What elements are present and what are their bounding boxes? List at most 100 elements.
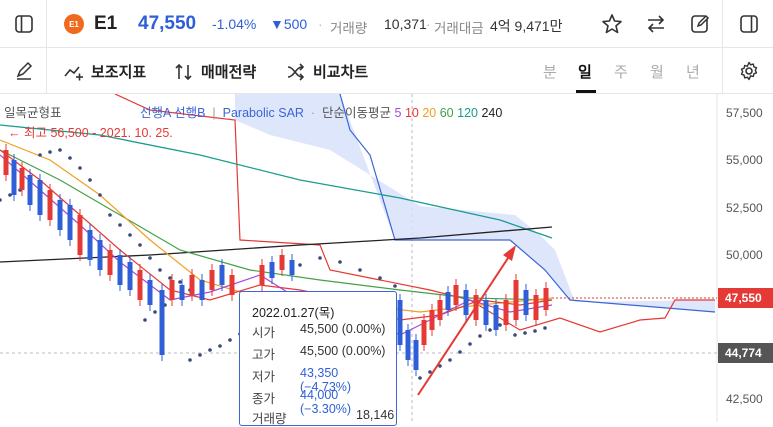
sar-dot: [498, 323, 502, 327]
sar-dot: [118, 223, 122, 227]
ichimoku-legend: 일목균형표: [4, 106, 62, 120]
candle-body: [483, 300, 489, 325]
trend-arrow-head: [503, 245, 516, 261]
divider: [722, 48, 723, 94]
candle-body: [169, 280, 175, 300]
high-price-note: ← 최고 56,500 - 2021. 10. 25.: [8, 126, 173, 140]
y-tick-label: 57,500: [726, 106, 763, 120]
settings-gear-icon[interactable]: [737, 59, 761, 83]
sar-dot: [98, 193, 102, 197]
candle-body: [67, 205, 73, 240]
tooltip-value: 43,350 (−4.73%): [300, 366, 352, 394]
sar-dot: [393, 284, 397, 288]
sar-dot: [188, 358, 192, 362]
period-year[interactable]: 년: [686, 64, 700, 81]
indicator-button[interactable]: 보조지표: [64, 61, 146, 82]
y-tick-label: 55,000: [726, 153, 763, 167]
ma-5-line: [0, 154, 553, 336]
sidebar-toggle-icon[interactable]: [12, 12, 36, 36]
sar-dot: [153, 310, 157, 314]
period-day[interactable]: 일: [578, 64, 592, 81]
candle-body: [503, 300, 509, 325]
candle-body: [513, 280, 519, 320]
volume-value: 10,371: [384, 16, 427, 32]
sar-dot: [38, 153, 42, 157]
period-week[interactable]: 주: [614, 64, 628, 81]
candle-body: [189, 275, 195, 295]
edit-memo-icon[interactable]: [688, 12, 712, 36]
compare-button[interactable]: 비교차트: [286, 61, 368, 82]
period-minute[interactable]: 분: [543, 64, 557, 81]
tooltip-key: 고가: [252, 348, 276, 362]
change-value: ▼500: [270, 16, 308, 32]
sar-dot: [108, 213, 112, 217]
top-bar: E1 E1 47,550 -1.04% ▼500 · 거래량 10,371 · …: [0, 0, 773, 48]
candle-body: [179, 285, 185, 300]
favorite-star-icon[interactable]: [600, 12, 624, 36]
candle-body: [147, 280, 153, 305]
candle-body: [279, 255, 285, 270]
candle-body: [413, 340, 419, 370]
candle-body: [421, 320, 427, 345]
candle-body: [97, 240, 103, 270]
ma-period-120: 120: [457, 106, 478, 120]
ma-period-60: 60: [439, 106, 454, 120]
tooltip-key: 시가: [252, 326, 276, 340]
candle-body: [453, 285, 459, 305]
sar-dot: [0, 198, 2, 202]
swap-arrows-icon[interactable]: [644, 12, 668, 36]
divider: [722, 0, 723, 48]
sar-dot: [513, 333, 517, 337]
sar-dot: [533, 329, 537, 333]
candle-body: [209, 270, 215, 290]
sar-dot: [148, 256, 152, 260]
sar-dot: [198, 353, 202, 357]
sar-dot: [428, 370, 432, 374]
sar-dot: [543, 326, 547, 330]
period-month[interactable]: 월: [650, 64, 664, 81]
ma-legend-label: 단순이동평균: [322, 106, 392, 120]
amount-value: 4억 9,471만: [490, 18, 563, 34]
candle-body: [127, 262, 133, 290]
sar-dot: [458, 350, 462, 354]
tooltip-value: 45,500 (0.00%): [300, 344, 386, 358]
strategy-button[interactable]: 매매전략: [174, 61, 256, 82]
tooltip-key: 종가: [252, 392, 276, 406]
sar-dot: [128, 233, 132, 237]
sar-dot: [378, 276, 382, 280]
sar-dot: [58, 148, 62, 152]
y-tick-label: 50,000: [726, 248, 763, 262]
candle-body: [47, 190, 53, 220]
candle-body: [229, 275, 235, 295]
divider: [46, 48, 47, 94]
sar-dot: [298, 263, 302, 267]
strategy-label: 매매전략: [201, 64, 257, 81]
y-tick-label: 52,500: [726, 201, 763, 215]
candle-body: [533, 295, 539, 320]
volume-label: 거래량: [330, 21, 368, 36]
candle-tooltip: 2022.01.27(목) 시가 45,500 (0.00%) 고가 45,50…: [239, 291, 397, 426]
tooltip-value: 18,146: [356, 408, 395, 422]
compare-label: 비교차트: [313, 64, 369, 81]
sar-dot: [318, 256, 322, 260]
leading-span-legend: 선행A 선행B: [140, 106, 206, 120]
candle-body: [87, 230, 93, 260]
stock-name[interactable]: E1: [94, 13, 118, 34]
candle-body: [199, 280, 205, 300]
candle-body: [107, 250, 113, 275]
separator: ·: [426, 16, 431, 32]
legend-separator: ·: [307, 106, 319, 120]
candle-body: [11, 160, 17, 195]
sar-dot: [418, 376, 422, 380]
drawing-pen-icon[interactable]: [12, 59, 36, 83]
panel-toggle-icon[interactable]: [737, 12, 761, 36]
candle-body: [3, 150, 9, 175]
candle-body: [259, 265, 265, 285]
candle-body: [57, 200, 63, 230]
tooltip-value: 44,000 (−3.30%): [300, 388, 352, 416]
candle-body: [219, 265, 225, 285]
price-chart[interactable]: [0, 94, 773, 422]
ma-period-5: 5: [394, 106, 402, 120]
candle-body: [37, 180, 43, 215]
candle-body: [405, 330, 411, 360]
